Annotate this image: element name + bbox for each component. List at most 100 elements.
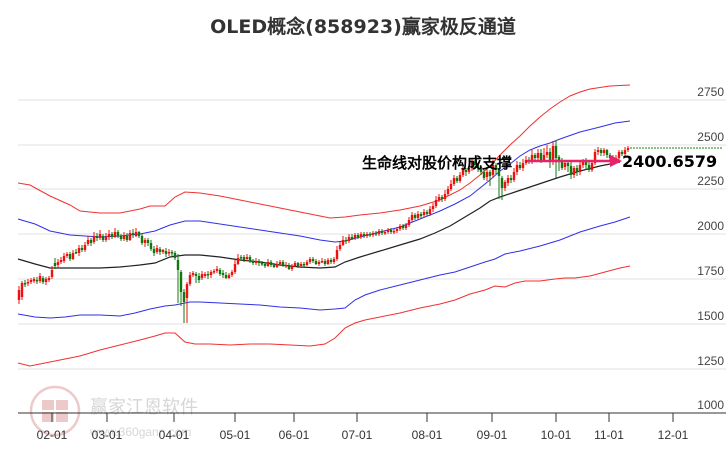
candle xyxy=(164,251,168,254)
candle xyxy=(470,162,474,168)
candle xyxy=(236,258,240,264)
candle xyxy=(101,236,105,240)
candle xyxy=(83,245,87,250)
candle xyxy=(380,231,384,233)
candle xyxy=(407,220,411,225)
candle xyxy=(584,162,588,165)
candle xyxy=(107,234,111,237)
y-tick-label: 2500 xyxy=(697,130,724,144)
candle xyxy=(20,283,24,297)
candle xyxy=(593,152,597,163)
x-axis-ticks xyxy=(51,413,674,422)
candle xyxy=(275,264,279,267)
candle xyxy=(92,236,96,242)
support-value: 2400.6579 xyxy=(622,152,718,171)
candle xyxy=(344,240,348,242)
candle xyxy=(314,261,318,264)
candle xyxy=(104,237,108,240)
candle xyxy=(113,232,117,237)
candle xyxy=(221,273,225,275)
candle xyxy=(542,155,546,160)
candle xyxy=(206,274,210,276)
candle xyxy=(281,262,285,266)
candle xyxy=(371,233,375,235)
support-arrow xyxy=(527,155,622,167)
candle xyxy=(140,236,144,243)
candle xyxy=(155,248,159,252)
candle xyxy=(224,275,228,278)
candle xyxy=(95,236,99,238)
candle xyxy=(545,152,549,155)
candle xyxy=(518,165,522,168)
candle xyxy=(329,260,333,262)
candle xyxy=(446,189,450,194)
candle xyxy=(257,261,261,263)
candle xyxy=(323,261,327,264)
lower-outer-band xyxy=(17,265,631,367)
candle xyxy=(233,264,237,272)
candle xyxy=(293,263,297,266)
lifeline-middle xyxy=(17,161,621,269)
candle xyxy=(305,262,309,265)
candle xyxy=(494,165,498,170)
candle xyxy=(260,263,264,265)
candle xyxy=(212,271,216,273)
candle xyxy=(566,163,570,166)
candle xyxy=(464,170,468,172)
candle xyxy=(266,262,270,266)
candle xyxy=(557,157,561,161)
candle xyxy=(71,253,75,259)
candle xyxy=(452,178,456,184)
candle xyxy=(263,264,267,266)
candle xyxy=(365,234,369,236)
candle xyxy=(167,252,171,254)
candle xyxy=(68,254,72,259)
candle xyxy=(56,262,60,265)
candle xyxy=(317,262,321,264)
y-tick-label: 2250 xyxy=(697,174,724,188)
candle xyxy=(560,161,564,168)
candle xyxy=(41,278,45,282)
candle xyxy=(131,233,135,235)
candle xyxy=(455,178,459,181)
candle xyxy=(50,270,54,277)
candle xyxy=(389,230,393,232)
candle xyxy=(146,240,150,243)
candle xyxy=(359,234,363,237)
candle xyxy=(434,200,438,206)
candle xyxy=(65,254,69,256)
candle xyxy=(479,167,483,172)
candle xyxy=(89,240,93,243)
candle xyxy=(512,172,516,180)
candle xyxy=(413,215,417,218)
y-tick-label: 1500 xyxy=(697,309,724,323)
candle xyxy=(398,226,402,229)
candle xyxy=(437,197,441,200)
candle xyxy=(239,257,243,259)
candle xyxy=(287,265,291,269)
candle xyxy=(419,214,423,216)
candle xyxy=(530,155,534,162)
candle xyxy=(29,280,33,282)
watermark-url: www.360gann.com xyxy=(90,425,192,439)
candle xyxy=(449,184,453,189)
candle xyxy=(515,165,519,172)
candle xyxy=(551,146,555,160)
y-tick-label: 1000 xyxy=(697,398,724,412)
candle xyxy=(539,153,543,160)
x-tick-label: 09-01 xyxy=(476,428,508,442)
candle xyxy=(152,249,156,253)
y-tick-label: 2750 xyxy=(697,85,724,99)
candle xyxy=(533,155,537,158)
candle xyxy=(347,237,351,241)
candle xyxy=(251,261,255,263)
candle xyxy=(410,215,414,220)
candle xyxy=(158,249,162,252)
candle xyxy=(383,232,387,234)
candle xyxy=(599,150,603,153)
candle xyxy=(404,225,408,228)
x-tick-label: 05-01 xyxy=(219,428,251,442)
candle xyxy=(431,206,435,209)
